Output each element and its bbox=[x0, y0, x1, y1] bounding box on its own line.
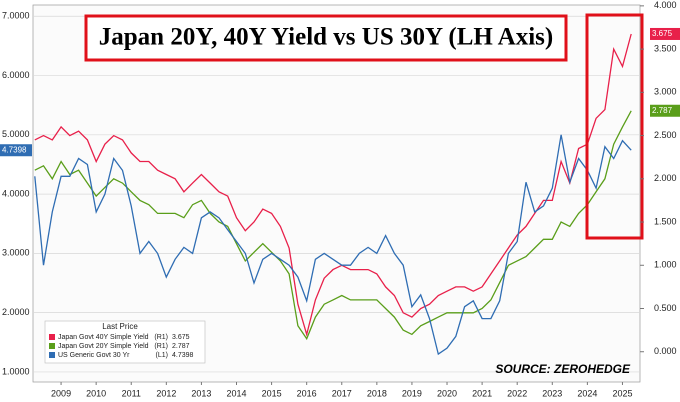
last-value-label: 4.7398 bbox=[2, 145, 27, 154]
legend-value: 3.675 bbox=[172, 334, 190, 341]
legend-value: 4.7398 bbox=[172, 352, 194, 359]
x-tick-label: 2024 bbox=[577, 388, 597, 398]
legend-axis: (R1) bbox=[154, 343, 168, 350]
series-line bbox=[34, 33, 632, 337]
last-value-tag bbox=[0, 144, 32, 157]
y-tick-label: 5.0000 bbox=[2, 129, 30, 139]
last-value-tag bbox=[650, 104, 680, 117]
x-tick-label: 2009 bbox=[51, 388, 71, 398]
x-tick-label: 2022 bbox=[507, 388, 527, 398]
x-tick-label: 2012 bbox=[156, 388, 176, 398]
y2-tick-label: 2.000 bbox=[654, 173, 677, 183]
legend-swatch bbox=[49, 352, 55, 358]
x-tick-label: 2018 bbox=[367, 388, 387, 398]
legend-swatch bbox=[49, 334, 55, 340]
y-tick-label: 3.0000 bbox=[2, 248, 30, 258]
legend-value: 2.787 bbox=[172, 343, 190, 350]
last-value-label: 2.787 bbox=[652, 106, 673, 115]
x-tick-label: 2011 bbox=[122, 388, 141, 398]
legend-title: Last Price bbox=[102, 322, 138, 331]
y-tick-label: 7.0000 bbox=[2, 11, 30, 21]
legend-label: US Generic Govt 30 Yr bbox=[58, 352, 130, 359]
x-tick-label: 2015 bbox=[262, 388, 282, 398]
x-tick-label: 2010 bbox=[86, 388, 106, 398]
series-line bbox=[34, 110, 632, 341]
title-box bbox=[84, 14, 568, 62]
x-tick-label: 2023 bbox=[542, 388, 562, 398]
y-tick-label: 2.0000 bbox=[2, 307, 30, 317]
plot-area bbox=[32, 4, 641, 383]
x-tick-label: 2013 bbox=[191, 388, 211, 398]
highlight-box bbox=[585, 13, 644, 240]
legend-label: Japan Govt 40Y Simple Yield bbox=[58, 334, 149, 341]
legend-swatch bbox=[49, 343, 55, 349]
y2-tick-label: 4.000 bbox=[654, 0, 677, 10]
legend: Last Price Japan Govt 40Y Simple Yield (R… bbox=[44, 320, 206, 364]
y2-tick-label: 1.000 bbox=[654, 260, 677, 270]
y2-tick-label: 0.000 bbox=[654, 346, 677, 356]
x-tick-label: 2021 bbox=[472, 388, 492, 398]
legend-box bbox=[44, 320, 206, 364]
source: SOURCE: ZEROHEDGE bbox=[495, 362, 631, 376]
y2-tick-label: 1.500 bbox=[654, 216, 677, 226]
x-tick-label: 2017 bbox=[332, 388, 352, 398]
lines bbox=[34, 33, 632, 356]
legend-axis: (R1) bbox=[154, 334, 168, 341]
y-tick-label: 6.0000 bbox=[2, 70, 30, 80]
y2-tick-label: 3.000 bbox=[654, 87, 677, 97]
chart-title: Japan 20Y, 40Y Yield vs US 30Y (LH Axis) bbox=[99, 24, 553, 51]
series-line bbox=[34, 134, 632, 356]
x-tick-label: 2025 bbox=[612, 388, 632, 398]
last-value-tag bbox=[650, 27, 680, 40]
y-tick-label: 1.0000 bbox=[2, 366, 30, 376]
last-value-label: 3.675 bbox=[652, 29, 673, 38]
legend-label: Japan Govt 20Y Simple Yield bbox=[58, 343, 149, 350]
y2-tick-label: 0.500 bbox=[654, 303, 677, 313]
legend-axis: (L1) bbox=[156, 352, 168, 359]
y2-tick-label: 3.500 bbox=[654, 43, 677, 53]
x-tick-label: 2014 bbox=[226, 388, 246, 398]
x-tick-label: 2016 bbox=[297, 388, 317, 398]
x-tick-label: 2019 bbox=[402, 388, 422, 398]
y2-tick-label: 2.500 bbox=[654, 130, 677, 140]
y-tick-label: 4.0000 bbox=[2, 188, 30, 198]
x-tick-label: 2020 bbox=[437, 388, 457, 398]
